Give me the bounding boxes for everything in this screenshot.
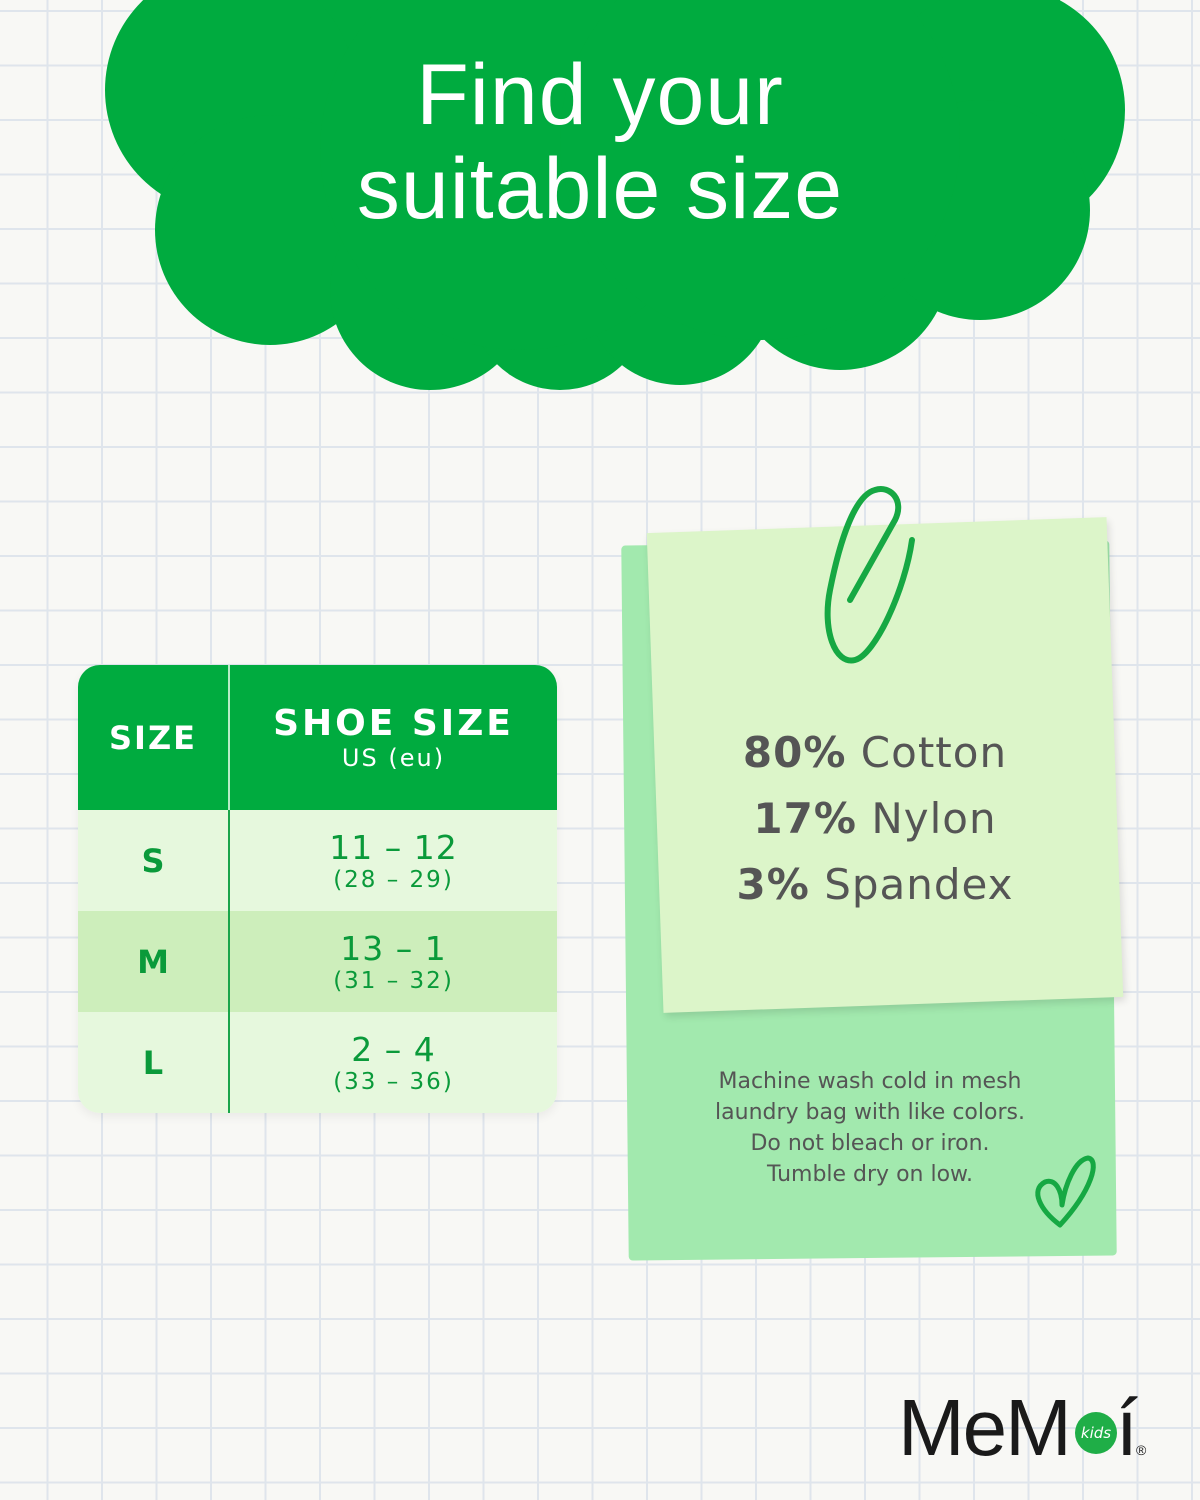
eu-size-cell: (33 – 36) (333, 1069, 454, 1095)
material-percent: 17% (753, 794, 857, 843)
us-size-cell: 11 – 12 (329, 828, 458, 867)
us-size-cell: 2 – 4 (351, 1030, 436, 1069)
title-cloud (105, 0, 1125, 390)
material-name: Cotton (860, 728, 1008, 777)
material-percent: 3% (736, 860, 810, 909)
material-composition: 80% Cotton 17% Nylon 3% Spandex (660, 720, 1090, 918)
table-row: S 11 – 12 (28 – 29) (78, 810, 557, 911)
page-title: Find your suitable size (356, 47, 844, 237)
heart-icon (1035, 1155, 1096, 1228)
size-cell: L (142, 1043, 164, 1082)
eu-size-cell: (28 – 29) (333, 867, 454, 893)
size-chart-table: SIZE SHOE SIZE US (eu) S 11 – 12 (28 – 29… (78, 665, 557, 1113)
brand-logo-kids-badge: kids (1075, 1412, 1117, 1454)
header-shoe-size-sub: US (eu) (341, 744, 446, 772)
material-name: Spandex (824, 860, 1014, 909)
size-cell: S (141, 841, 165, 880)
size-cell: M (137, 942, 169, 981)
brand-logo: MeM í® (898, 1383, 1146, 1472)
material-name: Nylon (871, 794, 997, 843)
header-shoe-size: SHOE SIZE (273, 703, 514, 744)
table-header: SIZE SHOE SIZE US (eu) (78, 665, 557, 810)
care-instructions: Machine wash cold in mesh laundry bag wi… (715, 1069, 1025, 1187)
us-size-cell: 13 – 1 (340, 929, 447, 968)
header-size: SIZE (108, 718, 197, 757)
eu-size-cell: (31 – 32) (333, 968, 454, 994)
paperclip-icon (824, 486, 915, 664)
material-percent: 80% (742, 728, 847, 777)
table-row: L 2 – 4 (33 – 36) (78, 1012, 557, 1113)
table-row: M 13 – 1 (31 – 32) (78, 911, 557, 1012)
